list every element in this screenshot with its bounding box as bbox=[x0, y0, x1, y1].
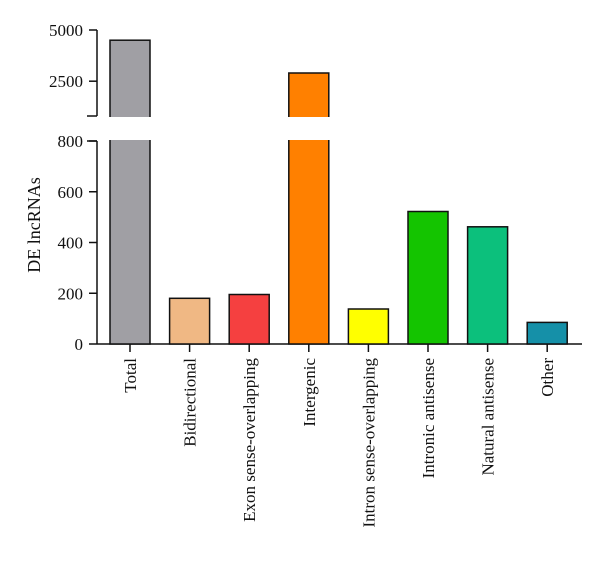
category-label-intergenic: Intergenic bbox=[300, 358, 319, 427]
bar-intronic-antisense bbox=[407, 210, 449, 345]
category-labels: Total Bidirectional Exon sense-overlapping… bbox=[121, 358, 557, 528]
axis-break-gap bbox=[85, 117, 600, 140]
y-tick-label-0: 0 bbox=[75, 335, 84, 354]
chart-bars bbox=[85, 39, 600, 345]
y-tick-label-200: 200 bbox=[58, 284, 84, 303]
y-tick-label-600: 600 bbox=[58, 183, 84, 202]
bar-total bbox=[109, 39, 151, 345]
y-tick-label-5000: 5000 bbox=[49, 21, 83, 40]
y-axis-title: DE lncRNAs bbox=[24, 177, 44, 273]
bar-bidirectional bbox=[168, 297, 211, 345]
category-label-intronic-antisense: Intronic antisense bbox=[419, 358, 438, 478]
category-label-bidirectional: Bidirectional bbox=[181, 358, 200, 447]
category-label-total: Total bbox=[121, 358, 140, 393]
bar-intron-sense-overlapping bbox=[347, 308, 390, 345]
category-label-other: Other bbox=[538, 358, 557, 397]
bar-exon-sense-overlapping bbox=[228, 293, 270, 345]
category-label-natural-antisense: Natural antisense bbox=[479, 358, 498, 476]
bar-intergenic bbox=[288, 72, 330, 345]
y-tick-labels: 0 200 400 600 800 2500 5000 bbox=[49, 21, 83, 354]
y-tick-label-2500: 2500 bbox=[49, 72, 83, 91]
bar-natural-antisense bbox=[466, 226, 509, 345]
y-tick-label-800: 800 bbox=[58, 132, 84, 151]
bar-other bbox=[526, 321, 568, 345]
category-label-intron-sense-overlapping: Intron sense-overlapping bbox=[359, 358, 378, 528]
category-label-exon-sense-overlapping: Exon sense-overlapping bbox=[240, 358, 259, 522]
y-tick-label-400: 400 bbox=[58, 234, 84, 253]
